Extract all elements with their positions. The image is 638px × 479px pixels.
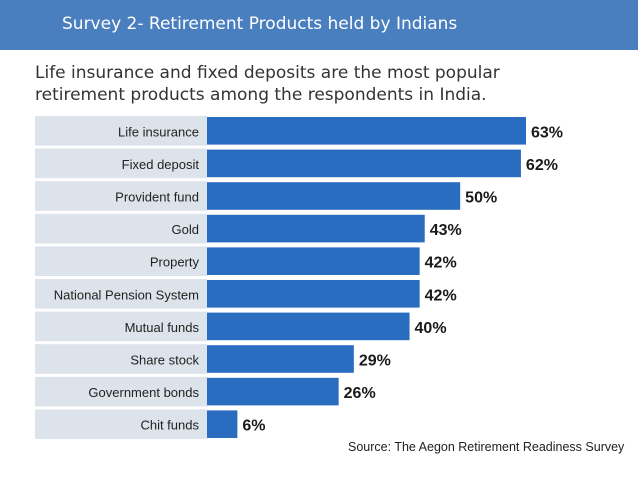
value-label: 43% (430, 222, 462, 239)
bar (207, 312, 410, 341)
value-label: 6% (242, 418, 265, 435)
row-band (35, 213, 207, 244)
category-label: Mutual funds (125, 320, 200, 335)
title-bar: Survey 2- Retirement Products held by In… (0, 0, 638, 50)
slide-title: Survey 2- Retirement Products held by In… (62, 14, 458, 34)
value-label: 63% (531, 124, 563, 141)
value-label: 26% (344, 385, 376, 402)
value-label: 50% (465, 190, 497, 207)
row-band (35, 246, 207, 276)
value-label: 40% (415, 320, 447, 337)
category-label: Chit funds (140, 418, 199, 433)
category-label: Life insurance (118, 124, 199, 139)
row-band (35, 311, 207, 342)
category-label: Provident fund (115, 190, 199, 205)
bar (207, 377, 339, 406)
category-label: Gold (172, 222, 199, 237)
row-band (35, 279, 207, 309)
row-band (35, 376, 207, 407)
row-band (35, 181, 207, 211)
bar (207, 247, 420, 275)
category-label: Government bonds (88, 385, 199, 400)
bar (207, 410, 238, 438)
row-band (35, 409, 207, 439)
bar (207, 280, 420, 308)
row-band (35, 344, 207, 374)
category-label: National Pension System (54, 287, 199, 302)
row-band (35, 148, 207, 179)
value-label: 62% (526, 157, 558, 174)
category-label: Share stock (130, 353, 199, 368)
bar (207, 149, 521, 178)
row-band (35, 116, 207, 146)
chart-source: Source: The Aegon Retirement Readiness S… (348, 440, 625, 454)
category-label: Fixed deposit (122, 157, 200, 172)
value-label: 42% (425, 255, 457, 272)
value-label: 42% (425, 287, 457, 304)
chart-title: Life insurance and fixed deposits are th… (35, 63, 500, 105)
category-label: Property (150, 255, 200, 270)
bar (207, 117, 526, 145)
value-label: 29% (359, 353, 391, 370)
bar (207, 214, 425, 243)
bar (207, 345, 354, 373)
bar (207, 182, 461, 210)
